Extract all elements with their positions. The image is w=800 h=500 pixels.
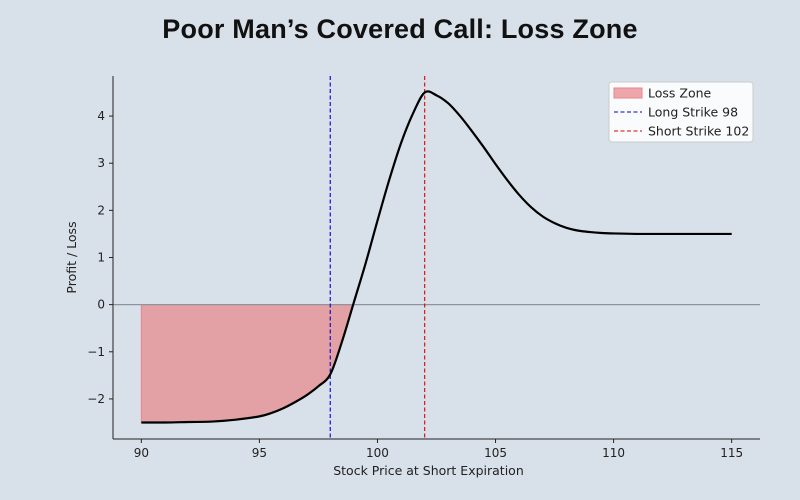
y-tick-label-1: 1 [97, 251, 105, 265]
legend-swatch-loss-zone [613, 87, 643, 99]
x-tick-label-115: 115 [720, 446, 743, 460]
loss-zone-area [140, 304, 354, 423]
y-tick-label-0: 0 [97, 298, 105, 312]
x-tick-label-100: 100 [366, 446, 389, 460]
legend-label-loss-zone: Loss Zone [648, 86, 712, 101]
x-tick-label-95: 95 [252, 446, 267, 460]
y-tick-label-3: 3 [97, 156, 105, 170]
legend: Loss Zone Long Strike 98 Short Strike 102 [608, 81, 754, 143]
legend-label-long-strike: Long Strike 98 [648, 105, 738, 120]
y-tick-label--2: −2 [87, 392, 105, 406]
x-tick-label-90: 90 [134, 446, 149, 460]
pnl-line [141, 90, 732, 424]
x-tick-label-110: 110 [602, 446, 625, 460]
legend-box [608, 81, 754, 143]
chart-title: Poor Man’s Covered Call: Loss Zone [162, 14, 638, 44]
x-tick-label-105: 105 [484, 446, 507, 460]
x-axis-label: Stock Price at Short Expiration [333, 463, 524, 478]
y-tick-label--1: −1 [87, 345, 105, 359]
y-axis-label: Profit / Loss [64, 221, 79, 293]
legend-label-short-strike: Short Strike 102 [648, 124, 749, 139]
y-tick-label-4: 4 [97, 109, 105, 123]
y-tick-label-2: 2 [97, 203, 105, 217]
